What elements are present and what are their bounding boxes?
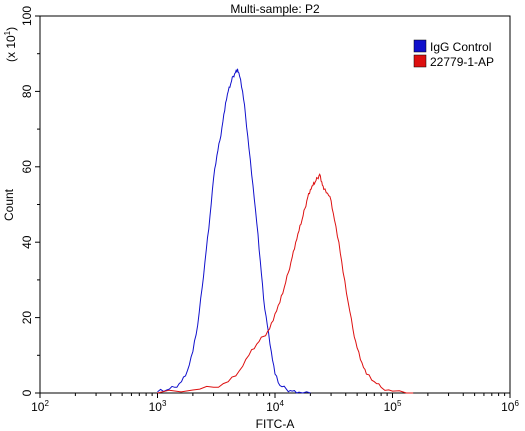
y-tick-label: 20 [20,311,34,325]
x-axis-title: FITC-A [256,417,295,431]
x-axis-ticks: 102 103 104 105 106 [31,393,519,414]
series-line-2 [157,173,414,394]
legend-swatch-1 [413,39,427,53]
series-line-1 [157,68,311,394]
x-tick-label: 103 [149,399,167,414]
x-tick-label: 105 [384,399,402,414]
x-tick-label: 102 [31,399,49,414]
y-tick-label: 100 [20,6,34,26]
y-tick-label: 40 [20,235,34,249]
chart-title: Multi-sample: P2 [230,2,320,16]
y-tick-label: 0 [20,389,34,396]
y-axis-ticks: 0 20 40 60 80 100 [20,6,40,396]
x-tick-label: 104 [266,399,284,414]
y-axis-multiplier: (x 101) [3,27,18,62]
legend-swatch-2 [413,54,427,68]
y-tick-label: 80 [20,84,34,98]
plot-frame [39,15,511,394]
y-multiplier-label: (x 10 [4,35,18,62]
legend-label-1: IgG Control [430,40,491,54]
legend-label-2: 22779-1-AP [430,55,494,69]
svg-text:(x 101): (x 101) [3,27,18,62]
y-tick-label: 60 [20,160,34,174]
y-axis-title: Count [2,188,16,221]
y-multiplier-exp: 1 [3,30,12,35]
series-lines [157,68,414,394]
x-tick-label: 106 [501,399,519,414]
